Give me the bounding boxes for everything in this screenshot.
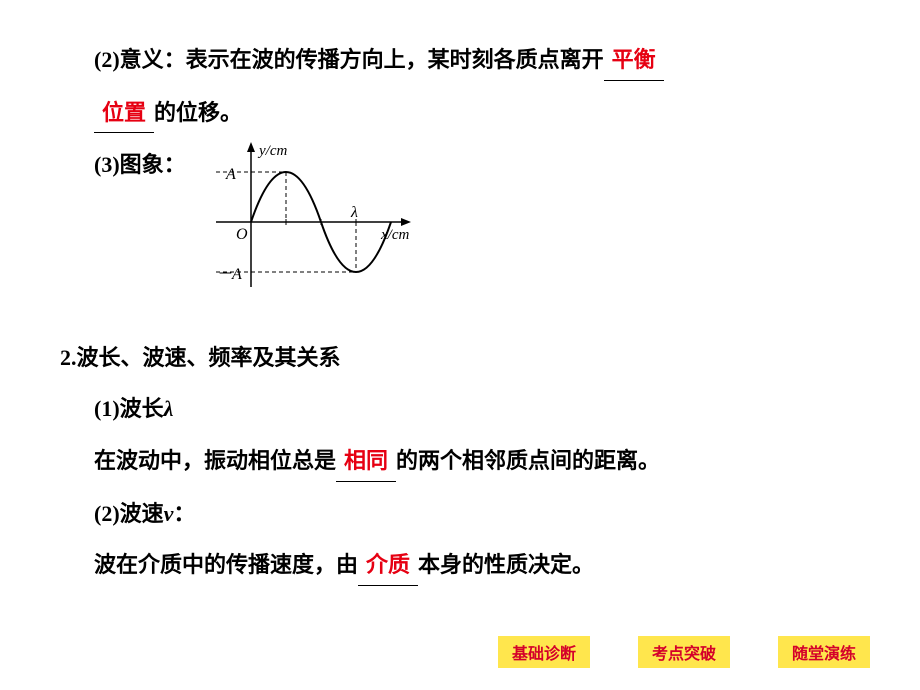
sub-2-before: 波在介质中的传播速度，由 xyxy=(94,552,358,577)
amplitude-bottom: －A xyxy=(216,266,242,283)
sub-2-label: (2)波速 xyxy=(94,501,164,526)
item-2-prefix: (2)意义：表示在波的传播方向上，某时刻各质点离开 xyxy=(94,47,604,72)
sub-2-text: 波在介质中的传播速度，由介质本身的性质决定。 xyxy=(60,545,860,586)
blank-same: 相同 xyxy=(336,441,396,482)
item-2-suffix: 的位移。 xyxy=(154,100,242,125)
nav-class-exercise[interactable]: 随堂演练 xyxy=(778,636,870,668)
sub-1-label-row: (1)波长λ xyxy=(60,389,860,429)
sub-1-text: 在波动中，振动相位总是相同的两个相邻质点间的距离。 xyxy=(60,441,860,482)
lambda-label: λ xyxy=(350,204,358,221)
sub-1-before: 在波动中，振动相位总是 xyxy=(94,448,336,473)
blank-equilibrium: 平衡 xyxy=(604,40,664,81)
nav-basic-diagnosis[interactable]: 基础诊断 xyxy=(498,636,590,668)
blank-position: 位置 xyxy=(94,93,154,134)
wave-graph: y/cm x/cm A －A O λ xyxy=(196,137,426,320)
y-axis-label: y/cm xyxy=(257,143,287,159)
footer-nav: 基础诊断 考点突破 随堂演练 xyxy=(498,636,870,668)
section-2-title: 2.波长、波速、频率及其关系 xyxy=(60,338,860,378)
sub-1-symbol: λ xyxy=(164,396,174,421)
item-3-row: (3)图象： y/cm x/cm xyxy=(60,145,860,320)
item-2-line-1: (2)意义：表示在波的传播方向上，某时刻各质点离开平衡 xyxy=(60,40,860,81)
origin-label: O xyxy=(236,226,248,243)
sub-2-symbol: v xyxy=(164,501,174,526)
amplitude-top: A xyxy=(225,166,236,183)
nav-key-breakthrough[interactable]: 考点突破 xyxy=(638,636,730,668)
blank-medium: 介质 xyxy=(358,545,418,586)
sub-2-after: 本身的性质决定。 xyxy=(418,552,594,577)
sub-1-after: 的两个相邻质点间的距离。 xyxy=(396,448,660,473)
sub-1-label: (1)波长 xyxy=(94,396,164,421)
sub-2-label-row: (2)波速v： xyxy=(60,494,860,534)
item-3-label: (3)图象： xyxy=(94,145,186,185)
sub-2-colon: ： xyxy=(173,501,195,526)
x-axis-label: x/cm xyxy=(380,227,409,243)
item-2-line-2: 位置的位移。 xyxy=(60,93,860,134)
